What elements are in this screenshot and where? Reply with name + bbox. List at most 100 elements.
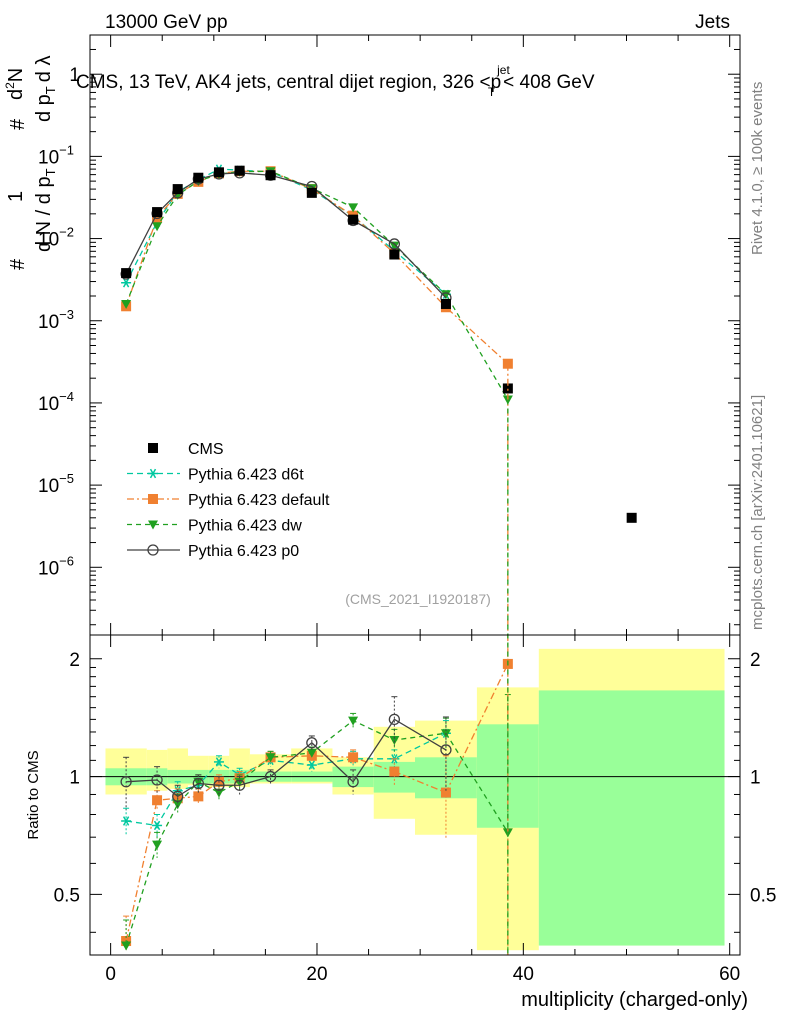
line-pythia-6-423-default <box>125 170 509 365</box>
point-cms <box>234 165 245 176</box>
point-cms <box>193 172 204 183</box>
ratio-point-pythia-6-423-dw <box>348 716 359 726</box>
ratio-point-pythia-6-423-p0 <box>306 737 318 749</box>
ratio-point-pythia-6-423-default <box>389 766 400 777</box>
point-cms <box>306 187 317 198</box>
side-label-mcplots: mcplots.cern.ch [arXiv:2401.10621] <box>749 395 766 630</box>
ratio-point-pythia-6-423-p0 <box>213 779 225 791</box>
point-cms <box>389 249 400 260</box>
ratio-tick-label-left: 2 <box>69 650 80 671</box>
band-green <box>538 690 725 946</box>
legend-item-pythia-6-423-default: Pythia 6.423 default <box>127 492 330 509</box>
point-cms <box>152 207 163 218</box>
line-pythia-6-423-dw <box>125 170 509 400</box>
point-cms <box>172 184 183 195</box>
x-tick-label: 40 <box>513 964 534 985</box>
y-tick-label: 10−1 <box>38 142 74 168</box>
ratio-panel-frame <box>89 634 741 956</box>
legend-label: Pythia 6.423 p0 <box>188 543 299 560</box>
title-sym: p <box>491 72 502 93</box>
ylabel-d2N: d2N <box>3 68 27 100</box>
ratio-point-pythia-6-423-dw <box>389 736 400 746</box>
legend-item-cms: CMS <box>148 441 224 458</box>
chart-title: CMS, 13 TeV, AK4 jets, central dijet reg… <box>76 63 595 99</box>
legend-label: Pythia 6.423 dw <box>188 518 302 535</box>
ratio-point-pythia-6-423-p0 <box>440 744 452 756</box>
x-tick-label: 60 <box>719 964 740 985</box>
ratio-point-pythia-6-423-d6t <box>213 757 224 767</box>
ratio-tick-label-right: 1 <box>750 768 761 789</box>
ylabel-dpT: d pTd λ <box>33 56 58 122</box>
point-cms <box>440 298 451 309</box>
ratio-point-pythia-6-423-dw <box>172 800 183 810</box>
legend-marker <box>148 468 158 479</box>
point-cms <box>121 268 132 279</box>
legend-label: Pythia 6.423 d6t <box>188 467 304 484</box>
legend-label: CMS <box>188 441 224 458</box>
ratio-point-pythia-6-423-default <box>440 787 451 798</box>
ratio-tick-label-left: 0.5 <box>54 885 80 906</box>
ratio-point-pythia-6-423-p0 <box>264 770 277 783</box>
ratio-point-pythia-6-423-p0 <box>120 776 132 788</box>
point-cms <box>213 167 224 178</box>
top-panel-series <box>120 164 637 523</box>
data-series <box>120 164 637 955</box>
legend-label: Pythia 6.423 default <box>188 492 330 509</box>
ratio-line-pythia-6-423-dw <box>125 719 509 946</box>
ratio-point-pythia-6-423-dw <box>121 941 132 951</box>
point-pythia-6-423-dw <box>121 299 132 309</box>
x-tick-label: 20 <box>306 964 327 985</box>
ratio-point-pythia-6-423-default <box>152 795 163 806</box>
analysis-id: (CMS_2021_I1920187) <box>345 591 491 607</box>
ratio-point-pythia-6-423-dw <box>265 753 276 763</box>
header-left: 13000 GeV pp <box>105 12 228 33</box>
point-pythia-6-423-dw <box>152 222 163 232</box>
ratio-point-pythia-6-423-default <box>193 791 204 802</box>
ylabel-dN: d N / d pT <box>33 168 58 252</box>
ratio-tick-label-right: 2 <box>750 650 761 671</box>
title-end: < 408 GeV <box>503 72 595 93</box>
legend: CMS Pythia 6.423 d6t Pythia 6.423 default P… <box>127 441 330 560</box>
ratio-point-pythia-6-423-p0 <box>172 790 184 803</box>
y-tick-label: 10−3 <box>38 307 74 333</box>
y-tick-label: 10−6 <box>38 553 74 579</box>
ylabel-one: 1 <box>5 191 27 202</box>
title-sub: T <box>488 85 496 99</box>
point-cms <box>626 512 637 523</box>
point-cms <box>348 214 359 225</box>
legend-item-pythia-6-423-d6t: Pythia 6.423 d6t <box>127 467 304 484</box>
legend-marker <box>147 544 159 556</box>
point-pythia-6-423-d6t <box>121 278 132 288</box>
ratio-point-pythia-6-423-dw <box>306 748 317 758</box>
plot-frames <box>89 34 741 956</box>
ylabel-hash-1: # <box>7 258 29 270</box>
ratio-point-pythia-6-423-dw <box>193 777 204 787</box>
y-tick-label: 10−4 <box>38 389 74 415</box>
point-pythia-6-423-default <box>152 212 163 223</box>
ratio-point-pythia-6-423-p0 <box>347 776 359 788</box>
ratio-point-pythia-6-423-default <box>348 752 359 763</box>
title-sup: jet <box>496 63 510 77</box>
point-pythia-6-423-dw <box>440 290 451 300</box>
y-tick-label: 10−2 <box>38 225 74 251</box>
x-axis-label: multiplicity (charged-only) <box>521 989 748 1011</box>
ratio-point-pythia-6-423-d6t <box>121 816 132 826</box>
ratio-tick-label-left: 1 <box>69 768 80 789</box>
point-cms <box>502 383 513 394</box>
legend-marker <box>148 520 158 530</box>
y-tick-label: 1 <box>69 65 80 86</box>
y-axis-label-bottom: Ratio to CMS <box>25 750 42 839</box>
ratio-point-pythia-6-423-d6t <box>306 760 317 770</box>
ratio-point-pythia-6-423-p0 <box>233 779 246 791</box>
point-cms <box>265 170 276 181</box>
ratio-tick-label-right: 0.5 <box>750 885 776 906</box>
y-tick-label: 10−5 <box>38 471 74 497</box>
x-tick-label: 0 <box>105 964 116 985</box>
point-pythia-6-423-dw <box>389 241 400 251</box>
ratio-point-pythia-6-423-d6t <box>152 820 163 831</box>
axis-ticks: 0 20 40 60 10−6 10−5 10−4 10−3 10−2 10−1 1 0.5 0.5 1 1… <box>38 34 776 985</box>
point-pythia-6-423-dw <box>348 203 359 213</box>
ratio-point-pythia-6-423-p0 <box>151 774 163 786</box>
side-label-rivet: Rivet 4.1.0, ≥ 100k events <box>749 82 766 255</box>
